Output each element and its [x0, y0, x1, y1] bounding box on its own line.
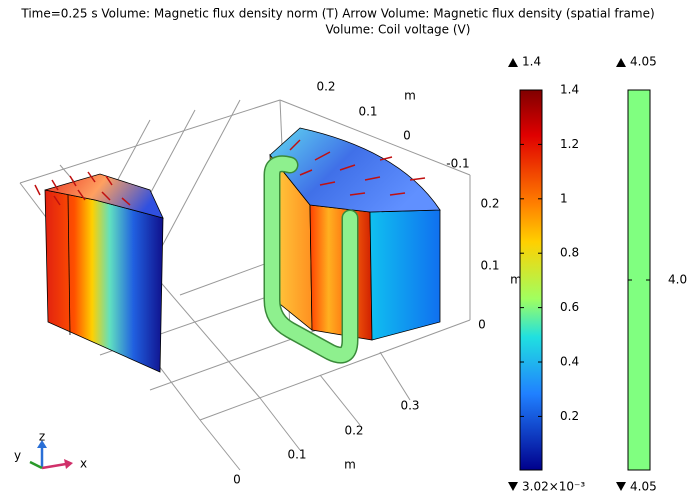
- colorbar-tick-label: 0.6: [560, 300, 579, 314]
- triad-y: [30, 462, 42, 468]
- colorbar-max: 1.4: [522, 55, 541, 69]
- colorbar-min: 3.02×10⁻³: [522, 480, 585, 494]
- colorbar-tick-label: 0.4: [560, 355, 579, 369]
- min-marker: [508, 482, 518, 491]
- grid-line: [320, 375, 360, 425]
- core-face: [310, 205, 372, 340]
- axis-tick-label: 0: [478, 318, 486, 332]
- axis-tick-label: 0.1: [358, 105, 377, 119]
- triad-x: [42, 464, 66, 468]
- axis-triad: x y z: [14, 430, 87, 471]
- triad-label: x: [80, 457, 87, 471]
- colorbar-min: 4.05: [630, 480, 657, 494]
- grid-line: [260, 398, 300, 450]
- colorbar-tick-label: 1.2: [560, 137, 579, 151]
- colorbar-tick-label: 0.2: [560, 409, 579, 423]
- colorbar-tick-label: 1: [560, 191, 568, 205]
- grid-line: [380, 352, 410, 400]
- max-marker: [616, 58, 626, 67]
- axis-tick-label: 0.2: [316, 80, 335, 94]
- subtitle: Volume: Coil voltage (V): [326, 23, 471, 37]
- title: Time=0.25 s Volume: Magnetic flux densit…: [20, 7, 654, 21]
- grid-line: [200, 320, 470, 420]
- core-face: [45, 190, 163, 372]
- axis-unit: m: [404, 89, 416, 103]
- axis-tick-label: 0.1: [480, 259, 499, 273]
- min-marker: [616, 482, 626, 491]
- left-core: [45, 174, 163, 372]
- grid-line: [160, 100, 240, 250]
- axis-tick-label: 0.1: [287, 448, 306, 462]
- triad-label: y: [14, 449, 21, 463]
- axis-tick-label: -0.1: [446, 157, 469, 171]
- colorbar-max: 4.05: [630, 55, 657, 69]
- axis-tick-label: 0: [233, 473, 241, 487]
- grid-line: [200, 420, 240, 470]
- grid-line: [20, 100, 280, 183]
- axis-tick-label: 0.2: [480, 197, 499, 211]
- triad-label: z: [39, 430, 45, 444]
- plot: Time=0.25 s Volume: Magnetic flux densit…: [0, 0, 687, 494]
- colorbar: [520, 90, 542, 470]
- max-marker: [508, 58, 518, 67]
- colorbar-tick-label: 4.05: [668, 273, 687, 287]
- axis-tick-label: 0: [403, 129, 411, 143]
- axis-unit: m: [344, 458, 356, 472]
- core-face: [370, 210, 440, 340]
- colorbar-tick-label: 0.8: [560, 246, 579, 260]
- axis-tick-label: 0.2: [344, 424, 363, 438]
- axis-tick-label: 0.3: [400, 399, 419, 413]
- colorbar-tick-label: 1.4: [560, 83, 579, 97]
- triad-head: [64, 459, 73, 469]
